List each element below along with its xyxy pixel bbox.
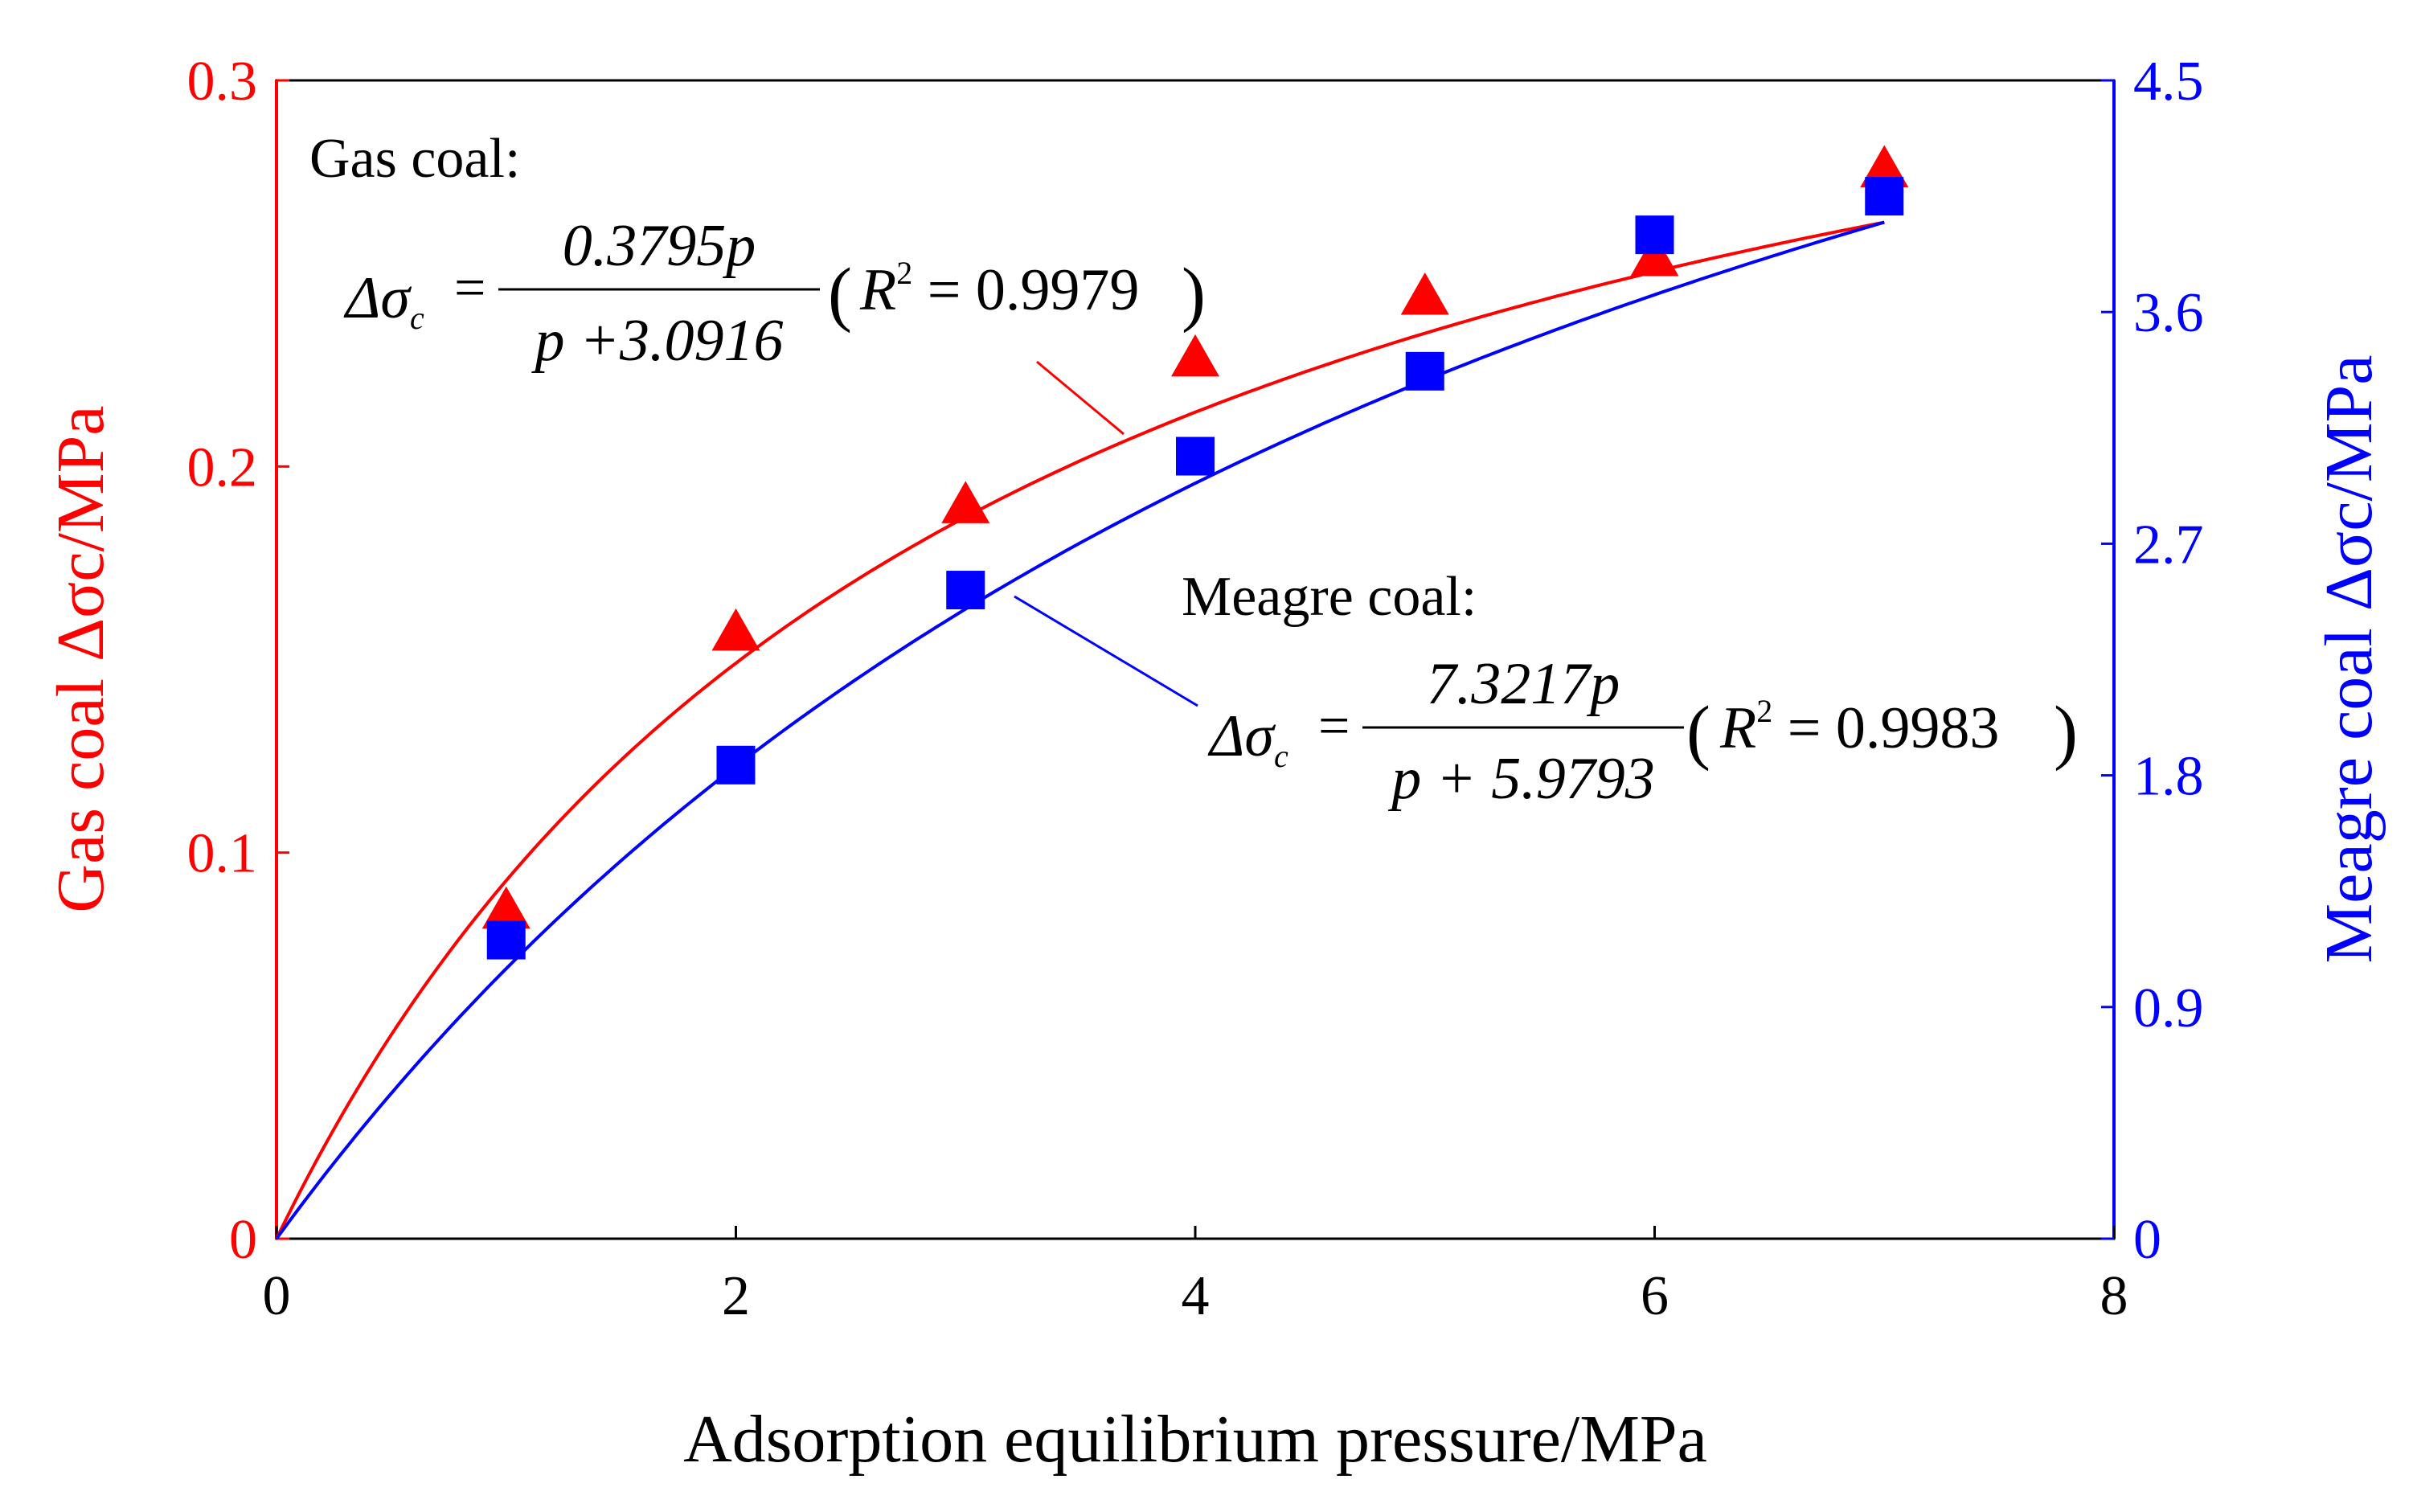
right-axis-title: Meagre coal Δσc/MPa — [2312, 354, 2386, 963]
data-markers — [481, 145, 1909, 960]
meagre-r2-label: R — [1719, 695, 1756, 761]
gas-coal-triangle-marker — [711, 608, 760, 651]
x-tick-label: 4 — [1182, 1265, 1210, 1327]
meagre-r2: R2 = 0.9983 — [1719, 693, 1999, 761]
gas-lhs-subscript: c — [410, 300, 424, 336]
right-tick-label: 4.5 — [2133, 51, 2204, 113]
meagre-annotation-title: Meagre coal: — [1182, 566, 1477, 628]
gas-r2: R2 = 0.9979 — [859, 255, 1139, 323]
gas-r2-sup: 2 — [896, 255, 912, 291]
gas-r2-label: R — [859, 257, 896, 323]
x-axis-ticks: 0 2 4 6 8 — [263, 1226, 2128, 1327]
gas-r2-open-paren: ( — [828, 254, 852, 334]
gas-coal-triangle-marker — [941, 481, 990, 523]
gas-annotation-numerator: 0.3795p — [563, 213, 756, 279]
gas-coal-annotation: Gas coal: Δσc = 0.3795p p +3.0916 ( R2 =… — [309, 128, 1206, 436]
gas-coal-triangle-marker — [481, 886, 531, 929]
meagre-coal-annotation: Meagre coal: Δσc = 7.3217p p + 5.9793 ( … — [1014, 566, 2078, 812]
meagre-r2-value: = 0.9983 — [1772, 695, 1999, 761]
left-axis-title: Gas coal Δσc/MPa — [43, 405, 118, 912]
left-tick-label: 0 — [229, 1209, 257, 1271]
right-tick-label: 3.6 — [2133, 282, 2204, 344]
meagre-r2-sup: 2 — [1756, 693, 1772, 729]
meagre-coal-square-marker — [716, 745, 756, 785]
meagre-coal-square-marker — [1635, 215, 1674, 255]
gas-r2-value: = 0.9979 — [912, 257, 1139, 323]
fit-curves — [275, 220, 1885, 1240]
gas-coal-triangle-marker — [1630, 233, 1679, 277]
gas-leader-line — [1036, 360, 1125, 436]
left-tick-label: 0.1 — [187, 823, 258, 885]
gas-coal-triangle-marker — [1171, 334, 1219, 377]
meagre-annotation-lhs: Δσc — [1207, 703, 1288, 774]
x-axis-title: Adsorption equilibrium pressure/MPa — [683, 1402, 1707, 1477]
meagre-annotation-equals: = — [1318, 695, 1350, 757]
gas-r2-close-paren: ) — [1182, 254, 1206, 334]
meagre-coal-square-marker — [946, 571, 985, 610]
gas-coal-triangle-marker — [1400, 272, 1449, 315]
meagre-r2-open-paren: ( — [1686, 692, 1710, 772]
meagre-coal-square-marker — [1865, 177, 1904, 216]
right-tick-label: 0 — [2133, 1209, 2161, 1271]
gas-coal-fit-curve — [275, 220, 1885, 1240]
gas-lhs-symbol: Δσ — [343, 265, 412, 331]
right-tick-label: 1.8 — [2133, 746, 2204, 808]
x-tick-label: 2 — [722, 1265, 750, 1327]
left-axis-ticks: 0 0.1 0.2 0.3 — [187, 51, 289, 1271]
meagre-coal-square-marker — [1176, 436, 1215, 476]
meagre-coal-fit-curve — [275, 220, 1885, 1240]
x-tick-label: 0 — [263, 1265, 291, 1327]
meagre-leader-line — [1014, 595, 1198, 707]
gas-annotation-denominator: p +3.0916 — [531, 308, 784, 374]
right-axis-ticks: 0 0.9 1.8 2.7 3.6 4.5 — [2101, 51, 2204, 1271]
meagre-lhs-symbol: Δσ — [1207, 703, 1276, 769]
left-tick-label: 0.2 — [187, 436, 258, 498]
right-tick-label: 2.7 — [2133, 514, 2204, 576]
x-tick-label: 6 — [1641, 1265, 1669, 1327]
meagre-annotation-denominator: p + 5.9793 — [1387, 746, 1654, 812]
meagre-lhs-subscript: c — [1274, 738, 1288, 774]
meagre-annotation-numerator: 7.3217p — [1427, 651, 1620, 717]
gas-coal-triangle-marker — [1860, 145, 1909, 187]
x-tick-label: 8 — [2100, 1265, 2128, 1327]
meagre-coal-square-marker — [486, 920, 526, 960]
gas-annotation-title: Gas coal: — [309, 128, 520, 190]
left-tick-label: 0.3 — [187, 51, 258, 113]
gas-annotation-equals: = — [454, 257, 485, 319]
meagre-r2-close-paren: ) — [2054, 692, 2078, 772]
gas-annotation-lhs: Δσc — [343, 265, 424, 336]
meagre-coal-square-marker — [1405, 351, 1444, 391]
right-tick-label: 0.9 — [2133, 977, 2204, 1039]
